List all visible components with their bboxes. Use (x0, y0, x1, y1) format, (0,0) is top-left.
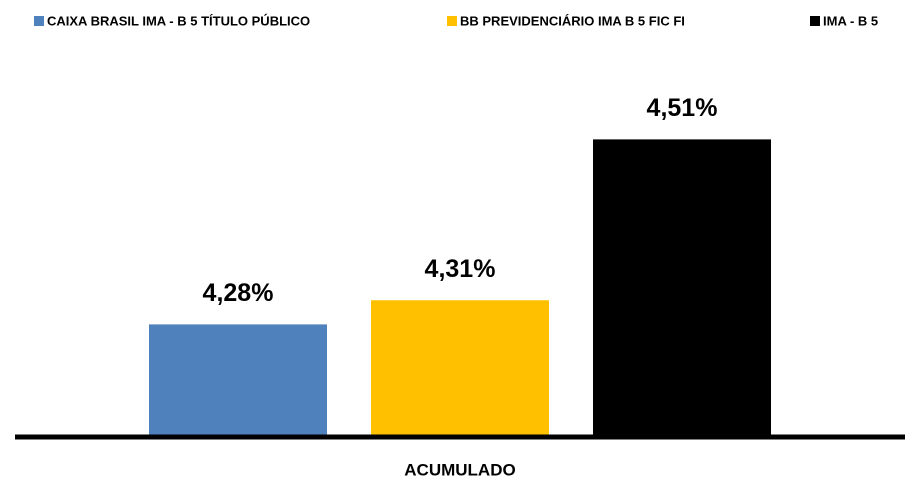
legend-swatch (447, 16, 457, 26)
value-label: 4,51% (647, 94, 718, 122)
bar (593, 139, 771, 438)
legend-label: CAIXA BRASIL IMA - B 5 TÍTULO PÚBLICO (47, 13, 310, 28)
legend-swatch (34, 16, 44, 26)
bar (371, 300, 549, 437)
bar (149, 324, 327, 437)
x-tick-label: ACUMULADO (404, 460, 515, 479)
legend-swatch (810, 16, 820, 26)
legend-label: IMA - B 5 (823, 13, 878, 28)
value-label: 4,31% (425, 255, 496, 283)
value-label: 4,28% (203, 279, 274, 307)
legend-label: BB PREVIDENCIÁRIO IMA B 5 FIC FI (460, 13, 685, 28)
